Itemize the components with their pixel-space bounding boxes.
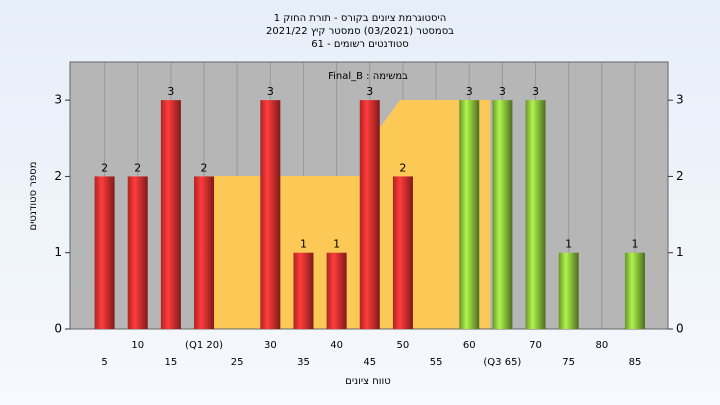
bar-value-label: 2	[201, 161, 208, 174]
y-tick-label: 1	[54, 245, 62, 259]
x-tick-label: 40	[330, 340, 343, 351]
y-tick-label: 2	[54, 169, 62, 183]
bar-value-label: 1	[631, 238, 638, 251]
chart-subtitle: בסמסטר (03/2021) סמסטר קיץ 2021/22	[266, 26, 454, 37]
bar	[260, 100, 281, 330]
bar	[558, 252, 579, 329]
chart-title: היסטוגרמת ציונים בקורס - תורת החוק 1	[274, 13, 447, 24]
chart-subtitle: סטודנטים רשומים - 61	[311, 39, 409, 50]
bar-value-label: 3	[167, 85, 174, 98]
bar	[127, 176, 148, 329]
bar	[525, 100, 546, 330]
bar-value-label: 3	[499, 85, 506, 98]
bar-value-label: 1	[300, 238, 307, 251]
bar	[293, 252, 314, 329]
plot-caption: במשימה : Final_B	[328, 71, 408, 82]
x-tick-label: 80	[595, 340, 608, 351]
y-tick-label: 0	[54, 322, 62, 336]
x-tick-label: 75	[562, 357, 575, 368]
x-tick-label: (Q3 65)	[483, 357, 521, 368]
bar	[94, 176, 115, 329]
x-tick-label: 70	[529, 340, 542, 351]
x-axis-label: טווח ציונים	[345, 376, 390, 387]
bar-value-label: 1	[565, 238, 572, 251]
bar	[624, 252, 645, 329]
bar-value-label: 3	[466, 85, 473, 98]
bar	[194, 176, 215, 329]
x-tick-label: 35	[297, 357, 310, 368]
bar	[160, 100, 181, 330]
x-tick-label: 15	[165, 357, 178, 368]
bar	[392, 176, 413, 329]
range-band	[212, 100, 490, 329]
y2-tick-label: 1	[676, 245, 684, 259]
x-tick-label: 25	[231, 357, 244, 368]
x-tick-label: 60	[463, 340, 476, 351]
bar	[459, 100, 480, 330]
y-axis-label: מספר סטודנטים	[28, 162, 39, 231]
x-tick-label: 85	[629, 357, 642, 368]
bar-value-label: 3	[267, 85, 274, 98]
x-tick-label: 30	[264, 340, 277, 351]
x-tick-label: 45	[363, 357, 376, 368]
bar-value-label: 3	[366, 85, 373, 98]
y-tick-label: 3	[54, 93, 62, 107]
x-tick-label: (Q1 20)	[185, 340, 223, 351]
bar	[326, 252, 347, 329]
y2-tick-label: 0	[676, 322, 684, 336]
bar-value-label: 2	[134, 161, 141, 174]
bar	[492, 100, 513, 330]
x-tick-label: 55	[430, 357, 443, 368]
x-tick-label: 10	[131, 340, 144, 351]
x-tick-label: 50	[397, 340, 410, 351]
bar-value-label: 1	[333, 238, 340, 251]
bar	[359, 100, 380, 330]
y2-tick-label: 3	[676, 93, 684, 107]
y2-tick-label: 2	[676, 169, 684, 183]
bar-value-label: 2	[399, 161, 406, 174]
bar-value-label: 3	[532, 85, 539, 98]
bar-value-label: 2	[101, 161, 108, 174]
x-tick-label: 5	[101, 357, 107, 368]
